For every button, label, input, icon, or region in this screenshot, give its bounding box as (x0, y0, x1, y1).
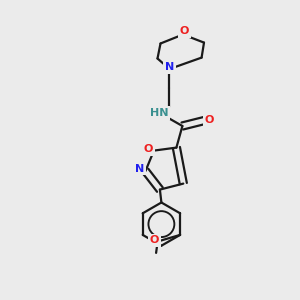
Text: O: O (144, 144, 153, 154)
Text: O: O (150, 235, 159, 245)
Text: N: N (136, 164, 145, 174)
Text: N: N (165, 62, 174, 73)
Text: O: O (180, 26, 189, 37)
Text: O: O (205, 115, 214, 125)
Text: HN: HN (150, 108, 168, 118)
